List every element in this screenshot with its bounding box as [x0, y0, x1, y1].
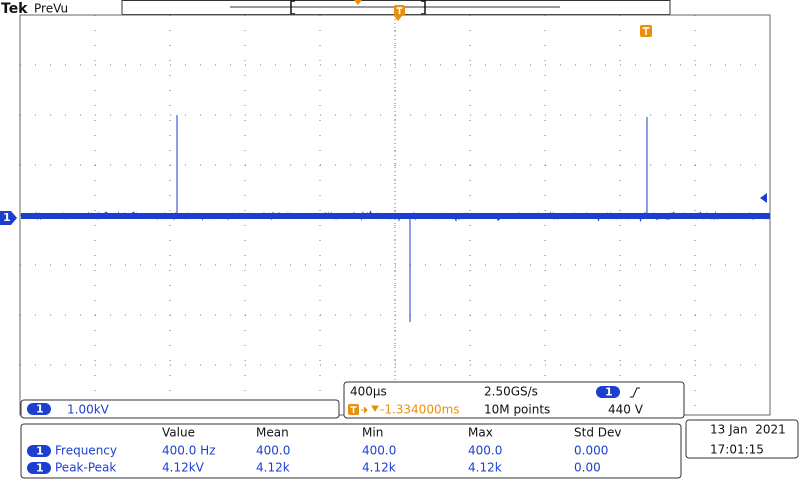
- column-header: Mean: [256, 426, 289, 440]
- time: 17:01:15: [710, 443, 764, 457]
- trigger-marker: [640, 25, 652, 37]
- column-header: Value: [162, 426, 195, 440]
- column-header: Std Dev: [574, 426, 621, 440]
- channel-box: [20, 399, 340, 419]
- date: 13 Jan 2021: [710, 423, 786, 437]
- cell: 4.12kV: [162, 461, 205, 475]
- brand: Tek: [1, 1, 28, 17]
- cell: 4.12k: [362, 461, 396, 475]
- datetime-box: [685, 419, 799, 459]
- cell: 4.12k: [256, 461, 290, 475]
- trigger-arrows: [361, 405, 379, 414]
- channel-marker: 1: [0, 211, 17, 225]
- column-header: Min: [362, 426, 383, 440]
- trigger-channel: 1: [605, 386, 613, 399]
- horizontal-scale: 400µs: [350, 385, 387, 399]
- row-name: Peak-Peak: [55, 461, 116, 475]
- cell: 4.12k: [468, 461, 502, 475]
- channel-number: 1: [36, 403, 44, 416]
- record-length: 10M points: [484, 403, 550, 417]
- channel-pill: [27, 462, 51, 474]
- row-channel: 1: [36, 445, 44, 458]
- cell: 400.0 Hz: [162, 444, 216, 458]
- channel-pill: [27, 403, 51, 415]
- mode: PreVu: [34, 2, 68, 16]
- trigger-channel-pill: [596, 386, 620, 398]
- trigger-slope: [630, 387, 640, 398]
- channel-scale: 1.00kV: [67, 403, 110, 417]
- row-name: Frequency: [55, 444, 117, 458]
- column-header: Max: [468, 426, 493, 440]
- sample-rate: 2.50GS/s: [484, 385, 538, 399]
- measurement-table: Value Mean Min Max Std Dev 1 Frequency 400.0 Hz…: [27, 426, 621, 475]
- row-channel: 1: [36, 462, 44, 475]
- channel-marker-label: 1: [3, 211, 11, 224]
- cell: 400.0: [468, 444, 502, 458]
- cell: 0.00: [574, 461, 601, 475]
- channel-pill: [27, 445, 51, 457]
- trigger-position-marker: [394, 5, 405, 21]
- measurement-box: [20, 423, 682, 479]
- trigger-position: -1.334000ms: [380, 403, 460, 417]
- cell: 0.000: [574, 444, 608, 458]
- cell: 400.0: [256, 444, 290, 458]
- trigger-level-marker: [760, 193, 767, 203]
- cell: 400.0: [362, 444, 396, 458]
- trigger-level: 440 V: [608, 403, 644, 417]
- waveform: [20, 115, 770, 322]
- trace-noise: [20, 210, 770, 223]
